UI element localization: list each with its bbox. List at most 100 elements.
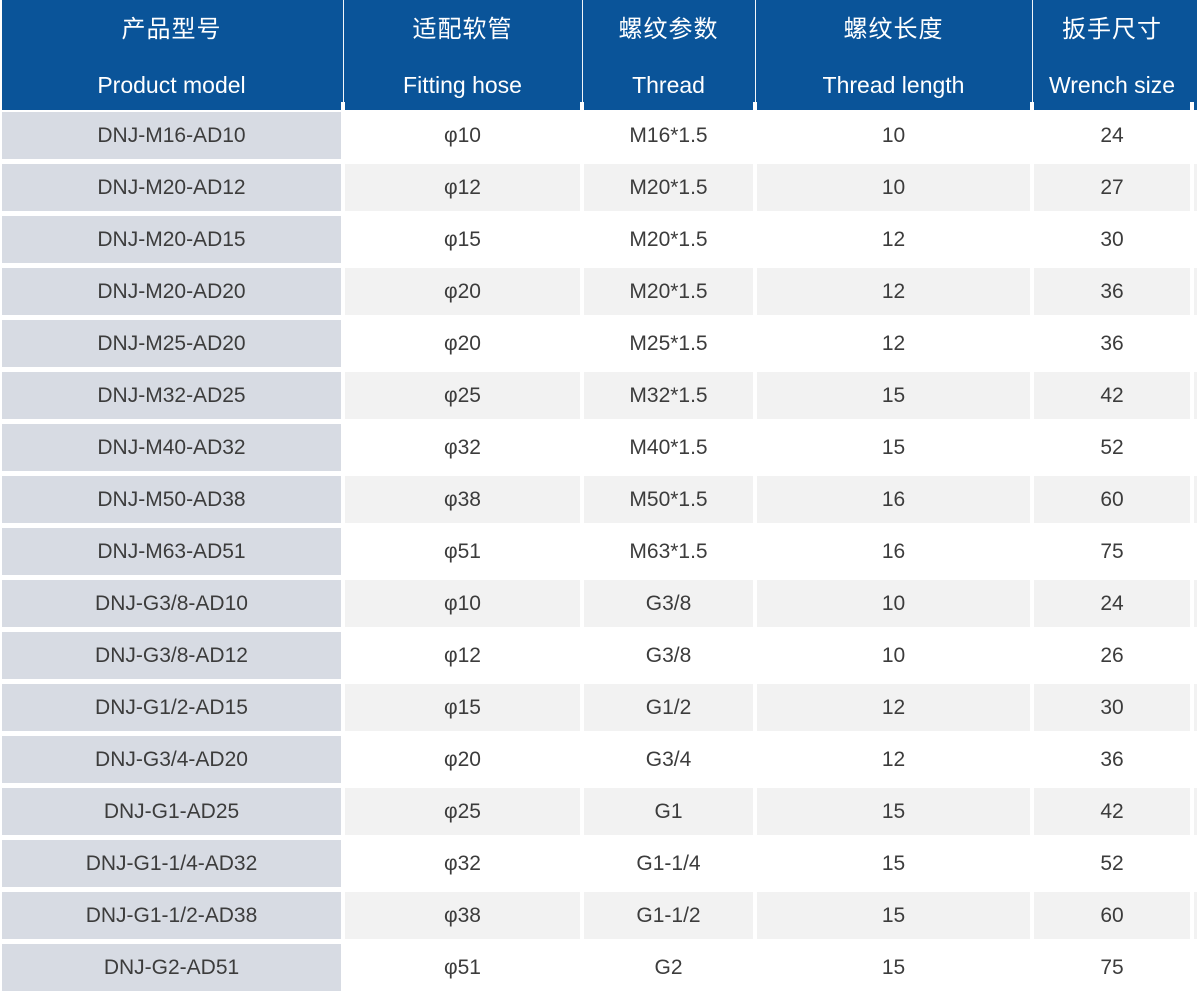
header-column-separator <box>582 0 583 110</box>
cell-wrench-size: 60 <box>1034 476 1190 523</box>
cell-product-model: DNJ-M20-AD20 <box>2 268 341 315</box>
cell-fitting-hose: φ51 <box>345 528 580 575</box>
row-edge-sliver <box>1194 840 1197 887</box>
cell-product-model: DNJ-G1-1/2-AD38 <box>2 892 341 939</box>
cell-thread-length: 12 <box>757 268 1030 315</box>
table-row: DNJ-G3/4-AD20 φ20 G3/4 12 36 <box>2 736 1197 783</box>
column-header-zh: 螺纹参数 <box>618 16 719 43</box>
column-header-zh: 产品型号 <box>121 16 222 43</box>
cell-fitting-hose: φ38 <box>345 892 580 939</box>
cell-thread-length: 15 <box>757 944 1030 991</box>
cell-fitting-hose: φ20 <box>345 736 580 783</box>
row-edge-sliver <box>1194 268 1197 315</box>
cell-wrench-size: 30 <box>1034 216 1190 263</box>
column-header-en: Product model <box>97 72 246 98</box>
table-row: DNJ-G1/2-AD15 φ15 G1/2 12 30 <box>2 684 1197 731</box>
cell-thread: G2 <box>584 944 753 991</box>
cell-wrench-size: 36 <box>1034 320 1190 367</box>
column-header-en: Thread length <box>822 72 965 98</box>
cell-thread: M16*1.5 <box>584 112 753 159</box>
header-column-separator <box>755 0 756 110</box>
cell-wrench-size: 52 <box>1034 840 1190 887</box>
cell-wrench-size: 36 <box>1034 736 1190 783</box>
cell-thread: M25*1.5 <box>584 320 753 367</box>
column-header-en: Wrench size <box>1048 72 1176 98</box>
cell-product-model: DNJ-M50-AD38 <box>2 476 341 523</box>
cell-thread-length: 10 <box>757 164 1030 211</box>
cell-thread: M20*1.5 <box>584 164 753 211</box>
table-row: DNJ-M20-AD20 φ20 M20*1.5 12 36 <box>2 268 1197 315</box>
cell-thread: M50*1.5 <box>584 476 753 523</box>
cell-thread-length: 15 <box>757 424 1030 471</box>
cell-wrench-size: 36 <box>1034 268 1190 315</box>
cell-thread: G1 <box>584 788 753 835</box>
cell-fitting-hose: φ32 <box>345 424 580 471</box>
row-edge-sliver <box>1194 476 1197 523</box>
column-header-fitting-hose: 适配软管 Fitting hose <box>345 0 580 110</box>
cell-thread-length: 15 <box>757 840 1030 887</box>
cell-thread: G1/2 <box>584 684 753 731</box>
column-header-en: Fitting hose <box>403 72 522 98</box>
cell-product-model: DNJ-M40-AD32 <box>2 424 341 471</box>
cell-thread-length: 16 <box>757 476 1030 523</box>
row-edge-sliver <box>1194 944 1197 991</box>
cell-thread-length: 12 <box>757 684 1030 731</box>
column-header-thread: 螺纹参数 Thread <box>584 0 753 110</box>
cell-thread: G3/4 <box>584 736 753 783</box>
table-row: DNJ-G1-1/2-AD38 φ38 G1-1/2 15 60 <box>2 892 1197 939</box>
cell-wrench-size: 24 <box>1034 580 1190 627</box>
cell-product-model: DNJ-G3/8-AD12 <box>2 632 341 679</box>
cell-thread-length: 12 <box>757 320 1030 367</box>
cell-fitting-hose: φ25 <box>345 372 580 419</box>
cell-thread: G3/8 <box>584 632 753 679</box>
cell-fitting-hose: φ12 <box>345 632 580 679</box>
cell-product-model: DNJ-M20-AD15 <box>2 216 341 263</box>
row-edge-sliver <box>1194 372 1197 419</box>
cell-thread-length: 10 <box>757 580 1030 627</box>
cell-thread: G1-1/2 <box>584 892 753 939</box>
table-row: DNJ-M40-AD32 φ32 M40*1.5 15 52 <box>2 424 1197 471</box>
table-row: DNJ-M20-AD12 φ12 M20*1.5 10 27 <box>2 164 1197 211</box>
row-edge-sliver <box>1194 216 1197 263</box>
cell-product-model: DNJ-M25-AD20 <box>2 320 341 367</box>
row-edge-sliver <box>1194 424 1197 471</box>
cell-thread: M32*1.5 <box>584 372 753 419</box>
table-row: DNJ-M20-AD15 φ15 M20*1.5 12 30 <box>2 216 1197 263</box>
header-bottom-notch <box>753 102 757 110</box>
cell-thread-length: 15 <box>757 372 1030 419</box>
cell-fitting-hose: φ12 <box>345 164 580 211</box>
header-column-separator <box>343 0 344 110</box>
column-header-thread-length: 螺纹长度 Thread length <box>757 0 1030 110</box>
cell-thread: M40*1.5 <box>584 424 753 471</box>
row-edge-sliver <box>1194 684 1197 731</box>
row-edge-sliver <box>1194 788 1197 835</box>
cell-product-model: DNJ-G1-1/4-AD32 <box>2 840 341 887</box>
cell-wrench-size: 26 <box>1034 632 1190 679</box>
cell-thread-length: 15 <box>757 788 1030 835</box>
cell-fitting-hose: φ51 <box>345 944 580 991</box>
column-header-en: Thread <box>632 72 705 98</box>
cell-fitting-hose: φ32 <box>345 840 580 887</box>
cell-fitting-hose: φ20 <box>345 268 580 315</box>
cell-product-model: DNJ-M32-AD25 <box>2 372 341 419</box>
row-edge-sliver <box>1194 892 1197 939</box>
cell-wrench-size: 60 <box>1034 892 1190 939</box>
cell-thread-length: 15 <box>757 892 1030 939</box>
table-row: DNJ-M50-AD38 φ38 M50*1.5 16 60 <box>2 476 1197 523</box>
cell-product-model: DNJ-G3/4-AD20 <box>2 736 341 783</box>
header-bottom-notch <box>1030 102 1034 110</box>
cell-wrench-size: 30 <box>1034 684 1190 731</box>
cell-thread: M63*1.5 <box>584 528 753 575</box>
cell-wrench-size: 24 <box>1034 112 1190 159</box>
column-header-zh: 适配软管 <box>412 16 513 43</box>
table-row: DNJ-M25-AD20 φ20 M25*1.5 12 36 <box>2 320 1197 367</box>
cell-fitting-hose: φ10 <box>345 580 580 627</box>
header-bottom-notch <box>580 102 584 110</box>
cell-product-model: DNJ-M16-AD10 <box>2 112 341 159</box>
column-header-product-model: 产品型号 Product model <box>2 0 341 110</box>
table-row: DNJ-G2-AD51 φ51 G2 15 75 <box>2 944 1197 991</box>
table-row: DNJ-G3/8-AD10 φ10 G3/8 10 24 <box>2 580 1197 627</box>
cell-thread: M20*1.5 <box>584 268 753 315</box>
table-header: 产品型号 Product model 适配软管 Fitting hose 螺纹参数 Thr… <box>2 0 1197 110</box>
